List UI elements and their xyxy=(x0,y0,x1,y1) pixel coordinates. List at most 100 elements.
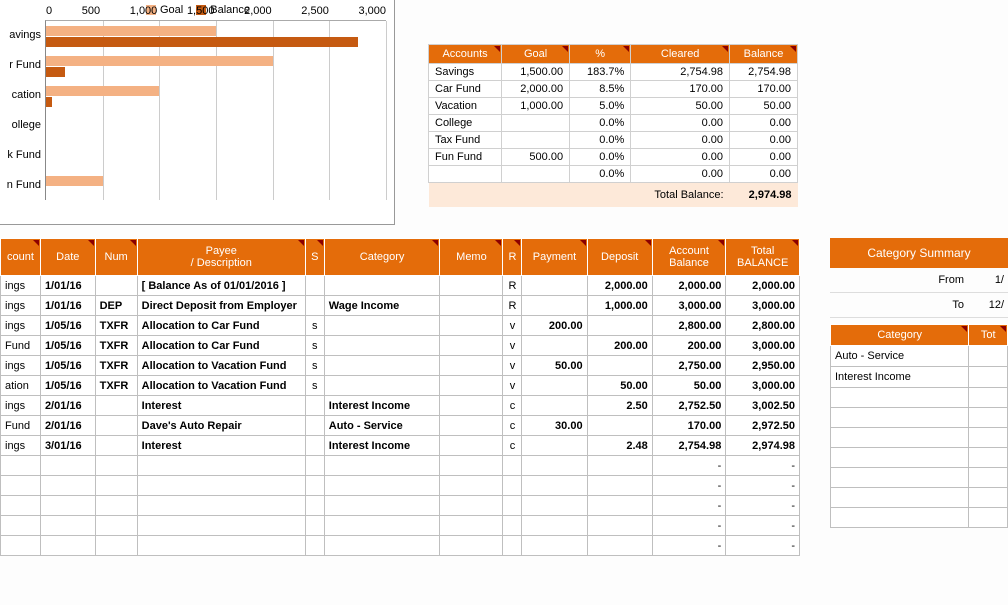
ledger-cell[interactable]: 2,752.50 xyxy=(652,396,726,416)
summary-row[interactable] xyxy=(831,468,1008,488)
ledger-cell[interactable]: - xyxy=(652,516,726,536)
accounts-cell[interactable]: 2,754.98 xyxy=(730,64,798,81)
summary-cell[interactable] xyxy=(831,488,969,508)
ledger-cell[interactable]: s xyxy=(305,336,324,356)
accounts-cell[interactable]: 170.00 xyxy=(631,81,730,98)
accounts-header-cell[interactable]: Cleared xyxy=(631,45,730,64)
ledger-cell[interactable] xyxy=(137,536,305,556)
summary-to-value[interactable]: 12/ xyxy=(968,293,1008,317)
summary-cell[interactable] xyxy=(969,428,1008,448)
ledger-cell[interactable] xyxy=(503,456,522,476)
accounts-header-cell[interactable]: Accounts xyxy=(429,45,502,64)
summary-header-cell[interactable]: Tot xyxy=(969,325,1008,346)
ledger-cell[interactable] xyxy=(40,516,95,536)
accounts-cell[interactable]: Savings xyxy=(429,64,502,81)
ledger-cell[interactable] xyxy=(522,376,587,396)
ledger-cell[interactable] xyxy=(324,376,440,396)
accounts-cell[interactable] xyxy=(502,115,570,132)
summary-row[interactable] xyxy=(831,428,1008,448)
ledger-cell[interactable] xyxy=(1,456,41,476)
ledger-cell[interactable] xyxy=(440,436,503,456)
ledger-cell[interactable] xyxy=(440,356,503,376)
ledger-cell[interactable]: 3,000.00 xyxy=(726,296,800,316)
ledger-cell[interactable] xyxy=(137,456,305,476)
ledger-header-cell[interactable]: Payee/ Description xyxy=(137,239,305,276)
ledger-cell[interactable] xyxy=(587,316,652,336)
ledger-cell[interactable]: 200.00 xyxy=(522,316,587,336)
ledger-cell[interactable] xyxy=(305,276,324,296)
ledger-cell[interactable] xyxy=(137,516,305,536)
ledger-row[interactable]: -- xyxy=(1,496,800,516)
summary-row[interactable]: Interest Income xyxy=(831,367,1008,388)
summary-header-cell[interactable]: Category xyxy=(831,325,969,346)
ledger-header-cell[interactable]: Memo xyxy=(440,239,503,276)
summary-cell[interactable]: Auto - Service xyxy=(831,346,969,367)
ledger-cell[interactable]: 50.00 xyxy=(652,376,726,396)
ledger-cell[interactable]: Interest xyxy=(137,436,305,456)
accounts-cell[interactable]: 1,500.00 xyxy=(502,64,570,81)
ledger-cell[interactable]: Interest Income xyxy=(324,396,440,416)
accounts-header-cell[interactable]: Goal xyxy=(502,45,570,64)
ledger-cell[interactable] xyxy=(503,496,522,516)
accounts-cell[interactable] xyxy=(502,166,570,183)
ledger-cell[interactable] xyxy=(324,456,440,476)
ledger-cell[interactable]: TXFR xyxy=(95,356,137,376)
accounts-cell[interactable]: 0.0% xyxy=(570,166,631,183)
accounts-cell[interactable]: 50.00 xyxy=(730,98,798,115)
accounts-cell[interactable]: 1,000.00 xyxy=(502,98,570,115)
ledger-cell[interactable] xyxy=(587,356,652,376)
ledger-cell[interactable] xyxy=(522,336,587,356)
accounts-cell[interactable]: 0.00 xyxy=(631,166,730,183)
ledger-cell[interactable] xyxy=(305,476,324,496)
accounts-cell[interactable]: 0.0% xyxy=(570,149,631,166)
ledger-cell[interactable] xyxy=(95,396,137,416)
ledger-cell[interactable] xyxy=(324,476,440,496)
ledger-cell[interactable]: 3,002.50 xyxy=(726,396,800,416)
ledger-cell[interactable]: - xyxy=(726,536,800,556)
ledger-cell[interactable] xyxy=(324,316,440,336)
ledger-cell[interactable] xyxy=(587,496,652,516)
ledger-cell[interactable] xyxy=(305,296,324,316)
ledger-cell[interactable] xyxy=(95,516,137,536)
accounts-row[interactable]: Tax Fund0.0%0.000.00 xyxy=(429,132,798,149)
ledger-cell[interactable] xyxy=(440,316,503,336)
ledger-cell[interactable] xyxy=(587,416,652,436)
ledger-cell[interactable]: ings xyxy=(1,436,41,456)
accounts-cell[interactable]: 170.00 xyxy=(730,81,798,98)
accounts-cell[interactable]: 500.00 xyxy=(502,149,570,166)
accounts-row[interactable]: Vacation1,000.005.0%50.0050.00 xyxy=(429,98,798,115)
summary-cell[interactable] xyxy=(831,448,969,468)
ledger-cell[interactable]: 1/05/16 xyxy=(40,336,95,356)
ledger-row[interactable]: ings3/01/16InterestInterest Incomec2.482… xyxy=(1,436,800,456)
ledger-cell[interactable] xyxy=(305,416,324,436)
ledger-cell[interactable] xyxy=(522,456,587,476)
ledger-header-cell[interactable]: TotalBALANCE xyxy=(726,239,800,276)
summary-cell[interactable] xyxy=(969,448,1008,468)
ledger-cell[interactable]: 2,750.00 xyxy=(652,356,726,376)
ledger-cell[interactable]: 2,972.50 xyxy=(726,416,800,436)
ledger-row[interactable]: -- xyxy=(1,476,800,496)
ledger-cell[interactable] xyxy=(440,296,503,316)
ledger-cell[interactable] xyxy=(95,536,137,556)
ledger-cell[interactable] xyxy=(324,356,440,376)
ledger-cell[interactable]: ings xyxy=(1,276,41,296)
summary-cell[interactable] xyxy=(969,508,1008,528)
summary-row[interactable] xyxy=(831,408,1008,428)
ledger-cell[interactable]: c xyxy=(503,396,522,416)
summary-cell[interactable] xyxy=(969,408,1008,428)
ledger-cell[interactable] xyxy=(137,476,305,496)
ledger-cell[interactable]: - xyxy=(652,456,726,476)
ledger-cell[interactable]: 1/05/16 xyxy=(40,376,95,396)
ledger-cell[interactable] xyxy=(587,456,652,476)
ledger-cell[interactable]: ings xyxy=(1,296,41,316)
ledger-cell[interactable] xyxy=(40,456,95,476)
ledger-cell[interactable] xyxy=(440,456,503,476)
accounts-cell[interactable]: 50.00 xyxy=(631,98,730,115)
accounts-cell[interactable]: 0.0% xyxy=(570,115,631,132)
summary-cell[interactable] xyxy=(831,408,969,428)
ledger-header-cell[interactable]: Category xyxy=(324,239,440,276)
ledger-cell[interactable]: Interest Income xyxy=(324,436,440,456)
ledger-cell[interactable] xyxy=(522,436,587,456)
ledger-cell[interactable] xyxy=(40,496,95,516)
ledger-cell[interactable] xyxy=(522,536,587,556)
